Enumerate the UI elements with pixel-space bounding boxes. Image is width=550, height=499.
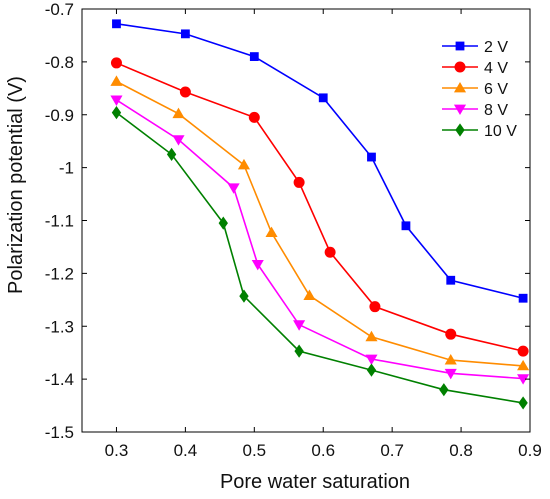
data-point — [180, 29, 190, 39]
data-point — [293, 176, 305, 188]
data-point — [294, 344, 304, 358]
data-point — [303, 289, 316, 300]
y-tick-label: -1.5 — [45, 423, 74, 442]
data-point — [365, 330, 378, 342]
data-point — [367, 152, 376, 162]
x-tick-label: 0.7 — [380, 441, 404, 460]
legend-item: 2 V — [442, 39, 508, 56]
data-point — [439, 383, 449, 397]
data-point — [227, 183, 240, 194]
legend-marker — [455, 123, 465, 137]
series-layer — [110, 19, 530, 410]
data-point — [110, 57, 122, 69]
data-point — [248, 111, 260, 123]
legend-marker — [453, 104, 467, 116]
legend-marker — [454, 61, 466, 73]
data-point — [111, 106, 122, 120]
data-point — [172, 107, 185, 119]
data-point — [444, 368, 457, 380]
data-point — [517, 359, 530, 371]
series-0 — [112, 19, 528, 303]
data-point — [444, 354, 457, 365]
data-point — [179, 86, 191, 98]
x-tick-label: 0.3 — [105, 441, 129, 460]
legend-item: 10 V — [442, 123, 517, 140]
x-tick-label: 0.4 — [174, 441, 198, 460]
x-axis-title: Pore water saturation — [220, 471, 410, 493]
legend: 2 V 4 V 6 V 8 V 10 V — [442, 39, 517, 140]
data-point — [249, 52, 259, 61]
data-point — [366, 363, 377, 377]
y-tick-label: -1.3 — [45, 317, 74, 336]
legend-item: 6 V — [442, 81, 508, 98]
data-point — [324, 246, 336, 258]
legend-label: 4 V — [484, 60, 508, 77]
data-point — [265, 226, 278, 238]
series-2 — [110, 75, 530, 371]
data-point — [365, 354, 378, 366]
legend-label: 6 V — [484, 81, 508, 98]
data-point — [401, 221, 411, 231]
series-line — [116, 99, 524, 380]
legend-marker — [455, 41, 465, 51]
data-point — [369, 301, 381, 313]
data-point — [218, 216, 228, 230]
data-point — [112, 19, 121, 29]
legend-label: 2 V — [484, 39, 508, 56]
x-tick-label: 0.9 — [518, 441, 542, 460]
series-line — [116, 62, 524, 352]
data-point — [172, 135, 185, 146]
series-line — [115, 111, 524, 404]
x-tick-label: 0.8 — [449, 441, 473, 460]
data-point — [293, 320, 306, 331]
data-point — [110, 95, 123, 106]
y-tick-label: -0.7 — [45, 0, 74, 19]
series-line — [116, 80, 524, 367]
x-tick-label: 0.6 — [311, 441, 335, 460]
data-point — [518, 293, 528, 303]
axes-layer: 0.3 0.4 0.5 0.6 0.7 0.8 0.9 -0.7 -0.8 -0.9 -1 -1.1 -… — [45, 0, 542, 460]
data-point — [237, 158, 251, 170]
data-point — [318, 93, 328, 103]
data-point — [110, 75, 123, 86]
legend-marker — [453, 81, 467, 93]
legend-item: 4 V — [442, 60, 508, 77]
y-tick-label: -1 — [59, 159, 74, 178]
data-point — [446, 275, 456, 285]
series-1 — [110, 57, 529, 357]
plot-background — [82, 9, 530, 432]
x-tick-label: 0.5 — [242, 441, 266, 460]
data-point — [239, 289, 249, 303]
legend-label: 10 V — [484, 123, 517, 140]
data-point — [517, 374, 530, 385]
plot-area — [82, 9, 530, 432]
data-point — [518, 396, 528, 410]
y-tick-label: -1.1 — [45, 212, 74, 231]
series-line — [116, 23, 524, 300]
series-4 — [111, 106, 528, 410]
y-axis-title: Polarization potential (V) — [5, 76, 27, 294]
series-3 — [110, 95, 530, 385]
y-tick-label: -1.2 — [45, 264, 74, 283]
data-point — [517, 345, 529, 357]
data-point — [445, 328, 457, 340]
legend-item: 8 V — [442, 102, 508, 119]
data-point — [251, 259, 264, 271]
data-point — [166, 147, 177, 162]
y-tick-label: -0.8 — [45, 53, 74, 72]
legend-label: 8 V — [484, 102, 508, 119]
y-tick-label: -1.4 — [45, 370, 74, 389]
y-tick-label: -0.9 — [45, 106, 74, 125]
